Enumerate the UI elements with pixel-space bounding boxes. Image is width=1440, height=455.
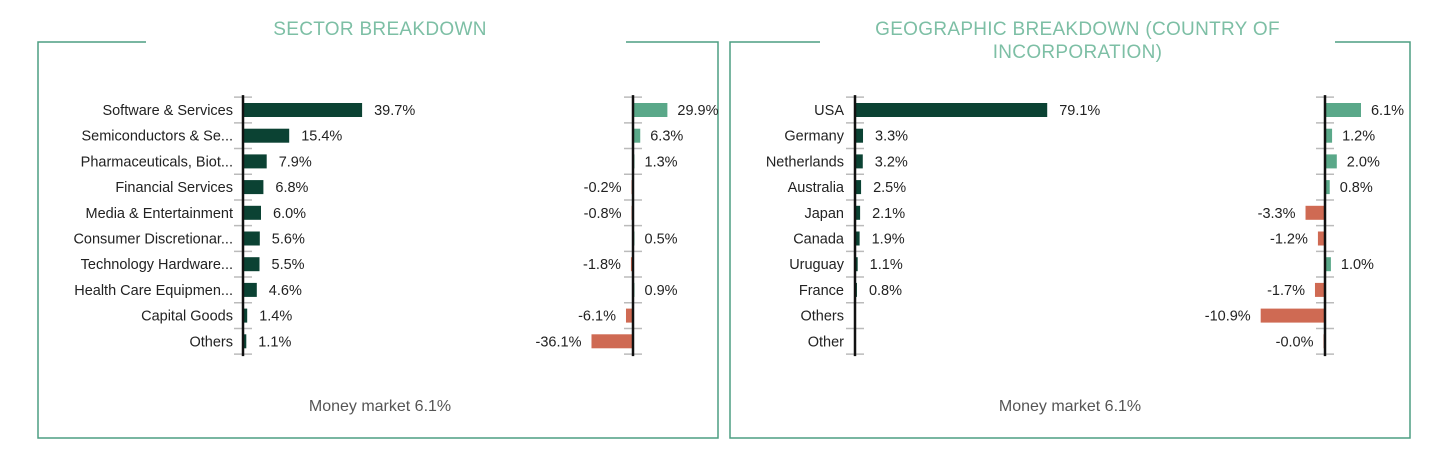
weight-bar bbox=[243, 308, 248, 323]
weight-bar bbox=[243, 154, 267, 169]
relative-value-label: 0.5% bbox=[645, 232, 678, 248]
weight-value-label: 5.6% bbox=[272, 232, 305, 248]
weight-bar bbox=[855, 231, 860, 246]
relative-value-label: 2.0% bbox=[1347, 154, 1380, 170]
weight-value-label: 2.1% bbox=[872, 206, 905, 222]
weight-value-label: 39.7% bbox=[374, 103, 415, 119]
relative-weight-bar bbox=[1314, 282, 1325, 297]
category-label: Financial Services bbox=[115, 180, 233, 196]
relative-weight-bar bbox=[1325, 257, 1331, 272]
weight-value-label: 6.0% bbox=[273, 206, 306, 222]
relative-value-label: -36.1% bbox=[536, 334, 582, 350]
category-label: Capital Goods bbox=[141, 309, 233, 325]
category-label: France bbox=[799, 283, 844, 299]
weight-bar bbox=[243, 128, 290, 143]
weight-value-label: 3.2% bbox=[875, 154, 908, 170]
category-label: Germany bbox=[784, 129, 844, 145]
category-label: Uruguay bbox=[789, 257, 845, 273]
category-label: Japan bbox=[804, 206, 844, 222]
weight-value-label: 1.4% bbox=[259, 309, 292, 325]
relative-value-label: -1.7% bbox=[1267, 283, 1305, 299]
relative-weight-bar bbox=[1317, 231, 1325, 246]
weight-value-label: 7.9% bbox=[279, 154, 312, 170]
category-label: Others bbox=[800, 309, 844, 325]
relative-value-label: 29.9% bbox=[677, 103, 718, 119]
sector-breakdown-title: SECTOR BREAKDOWN bbox=[130, 18, 630, 41]
weight-bar bbox=[855, 154, 863, 169]
weight-value-label: 4.6% bbox=[269, 283, 302, 299]
weight-value-label: 2.5% bbox=[873, 180, 906, 196]
category-label: Pharmaceuticals, Biot... bbox=[81, 154, 233, 170]
category-label: Netherlands bbox=[766, 154, 844, 170]
relative-value-label: 1.3% bbox=[645, 154, 678, 170]
weight-bar bbox=[855, 180, 862, 195]
sector-breakdown-panel: Software & Services Semiconductors & Se..… bbox=[30, 0, 730, 455]
weight-bar bbox=[243, 282, 257, 297]
weight-value-label: 1.1% bbox=[870, 257, 903, 273]
relative-weight-bar bbox=[1325, 180, 1330, 195]
category-label: Other bbox=[808, 334, 844, 350]
geographic-money-market-note: Money market 6.1% bbox=[998, 398, 1142, 415]
relative-value-label: -0.2% bbox=[584, 180, 622, 196]
relative-value-label: -3.3% bbox=[1258, 206, 1296, 222]
relative-value-label: -0.8% bbox=[584, 206, 622, 222]
relative-value-label: -1.8% bbox=[583, 257, 621, 273]
weight-bar bbox=[243, 334, 247, 349]
geographic-breakdown-panel: USA Germany Netherlands Australia Japan Canad… bbox=[720, 0, 1420, 455]
weight-bar bbox=[855, 103, 1048, 117]
weight-value-label: 1.1% bbox=[258, 334, 291, 350]
category-label: Technology Hardware... bbox=[81, 257, 233, 273]
panel-frame bbox=[37, 41, 719, 439]
relative-value-label: 1.2% bbox=[1342, 129, 1375, 145]
weight-value-label: 1.9% bbox=[872, 232, 905, 248]
weight-bar bbox=[243, 103, 363, 117]
relative-value-label: -1.2% bbox=[1270, 232, 1308, 248]
weight-value-label: 15.4% bbox=[301, 129, 342, 145]
category-label: Others bbox=[189, 334, 233, 350]
relative-weight-bar bbox=[1325, 103, 1361, 117]
weight-bar bbox=[855, 205, 861, 220]
relative-value-label: 6.3% bbox=[650, 129, 683, 145]
relative-weight-bar bbox=[1325, 154, 1337, 169]
sector-money-market-note: Money market 6.1% bbox=[308, 398, 452, 415]
relative-value-label: 1.0% bbox=[1341, 257, 1374, 273]
weight-value-label: 79.1% bbox=[1059, 103, 1100, 119]
relative-weight-bar bbox=[591, 334, 633, 349]
weight-bar bbox=[243, 257, 260, 272]
geographic-breakdown-title: GEOGRAPHIC BREAKDOWN (COUNTRY OF INCORPO… bbox=[820, 18, 1335, 64]
weight-value-label: 6.8% bbox=[275, 180, 308, 196]
relative-weight-bar bbox=[625, 308, 633, 323]
relative-weight-bar bbox=[1325, 128, 1333, 143]
weight-bar bbox=[243, 205, 261, 220]
category-label: Media & Entertainment bbox=[86, 206, 234, 222]
relative-weight-bar bbox=[1305, 205, 1325, 220]
panel-frame bbox=[729, 41, 1411, 439]
category-label: USA bbox=[814, 103, 844, 119]
geographic-breakdown-chart: USA Germany Netherlands Australia Japan Canad… bbox=[729, 41, 1411, 439]
relative-value-label: 0.9% bbox=[645, 283, 678, 299]
weight-bar bbox=[243, 180, 264, 195]
weight-bar bbox=[855, 128, 864, 143]
relative-value-label: -10.9% bbox=[1205, 309, 1251, 325]
category-label: Health Care Equipmen... bbox=[74, 283, 233, 299]
relative-weight-bar bbox=[1260, 308, 1325, 323]
weight-bar bbox=[855, 257, 858, 272]
category-label: Consumer Discretionar... bbox=[73, 232, 233, 248]
relative-value-label: -0.0% bbox=[1276, 334, 1314, 350]
weight-value-label: 3.3% bbox=[875, 129, 908, 145]
category-label: Software & Services bbox=[102, 103, 233, 119]
relative-value-label: 0.8% bbox=[1340, 180, 1373, 196]
category-label: Canada bbox=[793, 232, 845, 248]
weight-value-label: 0.8% bbox=[869, 283, 902, 299]
weight-bar bbox=[243, 231, 260, 246]
sector-breakdown-chart: Software & Services Semiconductors & Se..… bbox=[37, 41, 719, 439]
relative-weight-bar bbox=[633, 128, 641, 143]
relative-weight-bar bbox=[633, 103, 668, 117]
weight-value-label: 5.5% bbox=[272, 257, 305, 273]
relative-value-label: -6.1% bbox=[578, 309, 616, 325]
relative-value-label: 6.1% bbox=[1371, 103, 1404, 119]
category-label: Semiconductors & Se... bbox=[81, 129, 233, 145]
category-label: Australia bbox=[788, 180, 845, 196]
